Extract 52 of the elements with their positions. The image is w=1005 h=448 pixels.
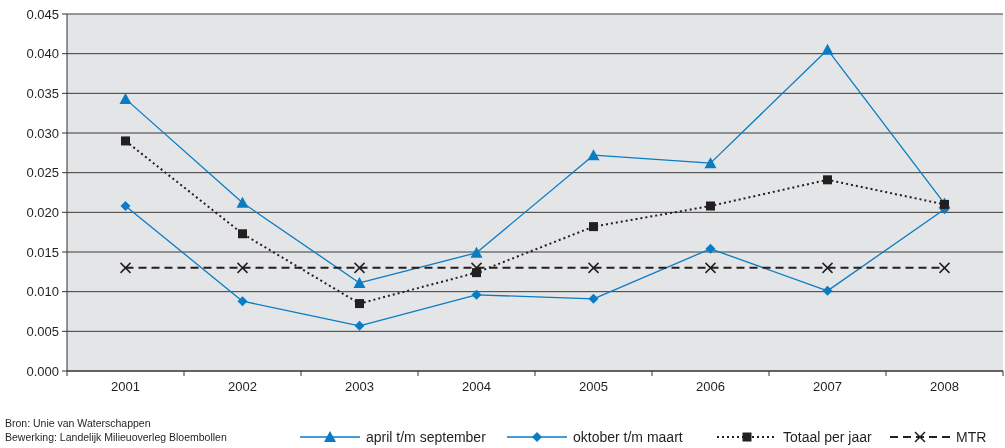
- point: [470, 262, 483, 274]
- y-tick-label: 0.025: [26, 165, 59, 181]
- point: [119, 92, 132, 104]
- point: [704, 262, 717, 274]
- point: [353, 276, 366, 288]
- legend-label: MTR: [956, 428, 987, 445]
- point: [588, 293, 599, 304]
- x-tick-label: 2004: [462, 379, 491, 394]
- point: [470, 246, 483, 258]
- point: [238, 229, 247, 239]
- y-tick-label: 0.030: [26, 125, 59, 141]
- y-tick-label: 0.010: [26, 284, 59, 300]
- point: [821, 43, 834, 55]
- point: [353, 262, 366, 274]
- y-tick-label: 0.000: [26, 363, 59, 379]
- y-tick-label: 0.045: [26, 6, 59, 22]
- point: [589, 222, 598, 232]
- x-tick-label: 2001: [111, 379, 140, 394]
- point: [237, 296, 248, 307]
- point: [587, 149, 600, 161]
- y-tick-label: 0.040: [26, 46, 59, 62]
- point: [354, 320, 365, 331]
- point: [706, 201, 715, 211]
- point: [471, 289, 482, 300]
- point: [236, 262, 249, 274]
- text: Bron: Unie van Waterschappen: [5, 417, 151, 429]
- point: [823, 175, 832, 185]
- point: [704, 157, 717, 169]
- y-tick-label: 0.005: [26, 323, 59, 339]
- x-tick-label: 2003: [345, 379, 374, 394]
- legend-label: Totaal per jaar: [783, 428, 873, 445]
- point: [822, 285, 833, 296]
- legend-label: oktober t/m maart: [573, 428, 683, 445]
- x-tick-label: 2005: [579, 379, 608, 394]
- point: [355, 299, 364, 309]
- x-tick-label: 2008: [930, 379, 959, 394]
- x-tick-label: 2002: [228, 379, 257, 394]
- point: [121, 136, 130, 146]
- y-tick-label: 0.020: [26, 204, 59, 220]
- point: [587, 262, 600, 274]
- point: [938, 262, 951, 274]
- x-tick-label: 2007: [813, 379, 842, 394]
- point: [119, 262, 132, 274]
- point: [236, 196, 249, 208]
- y-tick-label: 0.015: [26, 244, 59, 260]
- point: [705, 243, 716, 254]
- text: Bewerking: Landelijk Milieuoverleg Bloembollen: [5, 431, 227, 443]
- point: [821, 262, 834, 274]
- y-tick-label: 0.035: [26, 85, 59, 101]
- legend-label: april t/m september: [366, 428, 487, 445]
- x-tick-label: 2006: [696, 379, 725, 394]
- point: [120, 200, 131, 211]
